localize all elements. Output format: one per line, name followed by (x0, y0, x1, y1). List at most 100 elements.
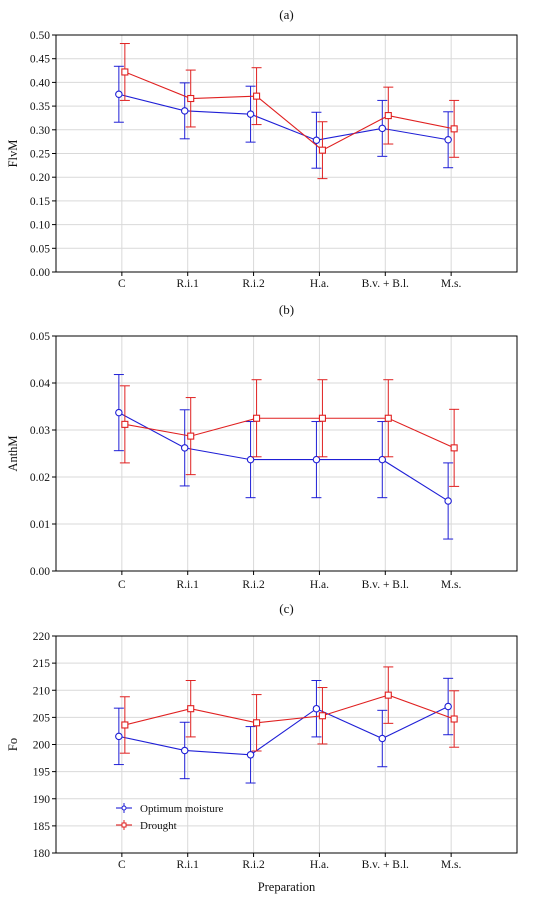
data-point (180, 746, 189, 755)
chart-panel-c: (c) 180 185 190 195 200 205 210 215 220 C R.i.1 R.i.… (6, 601, 518, 894)
x-tick-label: R.i.2 (242, 278, 265, 290)
data-point (450, 125, 458, 133)
data-point (318, 414, 326, 422)
y-tick-label: 0.02 (30, 472, 50, 484)
legend-entry: Optimum moisture (116, 803, 224, 815)
panel-label: (c) (279, 601, 293, 616)
chart-panel-b: (b) 0.00 0.01 0.02 0.03 0.04 0.05 C R.i.1 R.i.2 H.… (6, 302, 518, 591)
x-tick-label: R.i.1 (177, 859, 200, 871)
data-point (378, 455, 387, 464)
y-tick-label: 0.50 (30, 30, 50, 42)
legend-label: Optimum moisture (140, 803, 224, 815)
data-point (253, 414, 261, 422)
data-point (378, 734, 387, 743)
series-drought (119, 379, 460, 487)
x-tick-label: M.s. (441, 859, 462, 871)
y-tick-label: 0.03 (30, 425, 50, 437)
data-point (246, 455, 255, 464)
data-point (187, 705, 195, 713)
data-point (318, 712, 326, 720)
data-point (312, 455, 321, 464)
y-tick-label: 195 (33, 767, 51, 779)
data-point (312, 704, 321, 713)
y-tick-label: 0.00 (30, 566, 50, 578)
x-tick-label: H.a. (310, 278, 329, 290)
data-point (384, 112, 392, 120)
x-tick-label: B.v. + B.l. (362, 859, 409, 871)
y-tick-label: 190 (33, 794, 51, 806)
y-tick-label: 0.15 (30, 196, 50, 208)
y-tick-label: 180 (33, 848, 51, 860)
plot-frame (55, 34, 518, 273)
data-point (246, 751, 255, 759)
panel-label: (a) (279, 7, 293, 22)
y-tick-label: 215 (33, 658, 51, 670)
data-point (384, 414, 392, 422)
data-point (187, 94, 195, 103)
data-point (444, 136, 452, 144)
data-point (246, 110, 255, 118)
data-point (187, 432, 195, 440)
plot-frame (55, 635, 518, 854)
x-tick-label: R.i.2 (242, 579, 265, 591)
data-point (180, 444, 189, 452)
y-axis-title: FlvM (6, 140, 20, 168)
data-point (115, 732, 123, 741)
y-tick-label: 210 (33, 685, 51, 697)
data-point (115, 408, 123, 417)
y-tick-label: 0.30 (30, 125, 50, 137)
x-tick-label: B.v. + B.l. (362, 579, 409, 591)
y-axis-title: Fo (6, 738, 20, 751)
y-tick-label: 0.10 (30, 220, 50, 232)
series-line (124, 694, 455, 726)
y-tick-label: 185 (33, 821, 51, 833)
y-tick-label: 0.04 (30, 378, 50, 390)
series-line (124, 417, 455, 449)
x-tick-label: M.s. (441, 278, 462, 290)
data-point (121, 420, 129, 428)
y-tick-label: 220 (33, 631, 51, 643)
y-tick-label: 0.25 (30, 149, 50, 161)
x-tick-label: R.i.1 (177, 579, 200, 591)
y-tick-label: 0.45 (30, 54, 50, 66)
plot-frame (55, 335, 518, 572)
legend-entry: Drought (116, 820, 177, 832)
legend-label: Drought (140, 820, 177, 832)
data-point (121, 721, 129, 729)
y-tick-label: 0.01 (30, 519, 50, 531)
series-optimum-moisture (113, 677, 454, 784)
data-point (115, 90, 123, 99)
y-tick-label: 0.00 (30, 267, 50, 279)
x-tick-label: R.i.1 (177, 278, 200, 290)
data-point (444, 702, 452, 711)
y-tick-label: 205 (33, 712, 51, 724)
data-point (384, 691, 392, 699)
series-line (118, 706, 449, 756)
series-line (118, 93, 449, 141)
x-tick-label: B.v. + B.l. (362, 278, 409, 290)
data-point (450, 715, 458, 723)
x-tick-label: H.a. (310, 859, 329, 871)
legend-swatch-marker (121, 822, 127, 828)
y-tick-label: 0.05 (30, 243, 50, 255)
x-tick-label: R.i.2 (242, 859, 265, 871)
y-tick-label: 200 (33, 740, 51, 752)
data-point (121, 68, 129, 76)
x-axis-title: Preparation (258, 880, 316, 894)
series-drought (119, 666, 460, 754)
data-point (378, 124, 387, 133)
x-tick-label: C (118, 579, 126, 591)
x-tick-label: C (118, 278, 126, 290)
x-tick-label: H.a. (310, 579, 329, 591)
series-optimum-moisture (113, 374, 454, 540)
y-tick-label: 0.20 (30, 172, 50, 184)
data-point (180, 107, 189, 115)
series-optimum-moisture (113, 65, 454, 169)
y-tick-label: 0.40 (30, 77, 50, 89)
y-tick-label: 0.05 (30, 331, 50, 343)
data-point (450, 444, 458, 452)
y-tick-label: 0.35 (30, 101, 50, 113)
data-point (253, 92, 261, 100)
x-tick-label: M.s. (441, 579, 462, 591)
